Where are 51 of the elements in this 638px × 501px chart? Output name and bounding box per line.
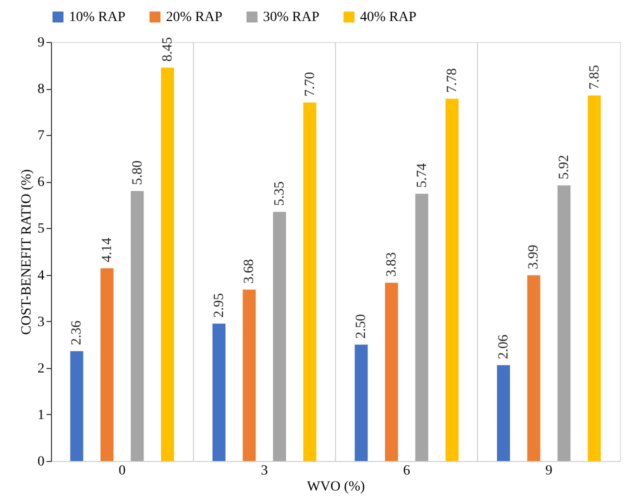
x-tick-label: 0	[118, 464, 126, 478]
bar	[588, 96, 601, 461]
y-tick-label: 2	[38, 361, 44, 376]
legend-label: 40% RAP	[360, 10, 417, 25]
data-label: 5.80	[130, 160, 146, 185]
y-tick-label: 1	[38, 408, 44, 423]
y-tick-label: 3	[38, 314, 44, 330]
bar	[496, 365, 510, 461]
data-label: 5.92	[557, 154, 572, 180]
bar	[70, 351, 84, 461]
y-tick-label: 6	[38, 175, 44, 190]
bar	[303, 102, 316, 461]
data-label: 3.68	[242, 259, 258, 284]
data-label: 7.70	[302, 72, 318, 97]
x-tick-label: 3	[260, 464, 268, 478]
legend-label: 10% RAP	[69, 10, 126, 25]
bar	[446, 98, 459, 461]
y-tick-label: 4	[38, 268, 44, 284]
bar	[415, 194, 428, 461]
data-label: 8.45	[160, 37, 176, 62]
y-tick-label: 9	[38, 36, 44, 50]
bar	[130, 190, 144, 461]
data-label: 2.50	[354, 314, 370, 339]
legend-label: 20% RAP	[166, 10, 223, 25]
bar	[558, 185, 571, 461]
data-label: 3.99	[526, 244, 542, 270]
data-label: 5.74	[414, 163, 430, 188]
data-label: 2.06	[496, 334, 512, 360]
bar	[161, 68, 174, 461]
y-tick-label: 5	[38, 222, 44, 237]
data-label: 2.36	[70, 320, 85, 346]
y-tick-label: 7	[38, 128, 44, 144]
bar	[212, 324, 226, 461]
data-label: 7.85	[587, 65, 602, 90]
x-tick-label: 9	[545, 464, 552, 478]
bar	[100, 268, 114, 461]
bar	[384, 282, 398, 461]
data-label: 4.14	[100, 238, 115, 262]
bar	[354, 344, 368, 461]
y-axis-title: COST-BENEFIT RATIO (%)	[20, 168, 34, 335]
data-label: 3.83	[384, 252, 400, 277]
x-axis-title: WVO (%)	[307, 480, 366, 494]
y-tick-label: 8	[38, 82, 44, 98]
bar	[242, 290, 256, 461]
bar	[273, 212, 286, 461]
x-tick-label: 6	[403, 464, 410, 478]
data-label: 5.35	[272, 181, 288, 206]
bar	[527, 275, 540, 461]
data-label: 2.95	[212, 293, 227, 318]
data-label: 7.78	[445, 68, 460, 93]
legend-label: 30% RAP	[263, 10, 320, 25]
